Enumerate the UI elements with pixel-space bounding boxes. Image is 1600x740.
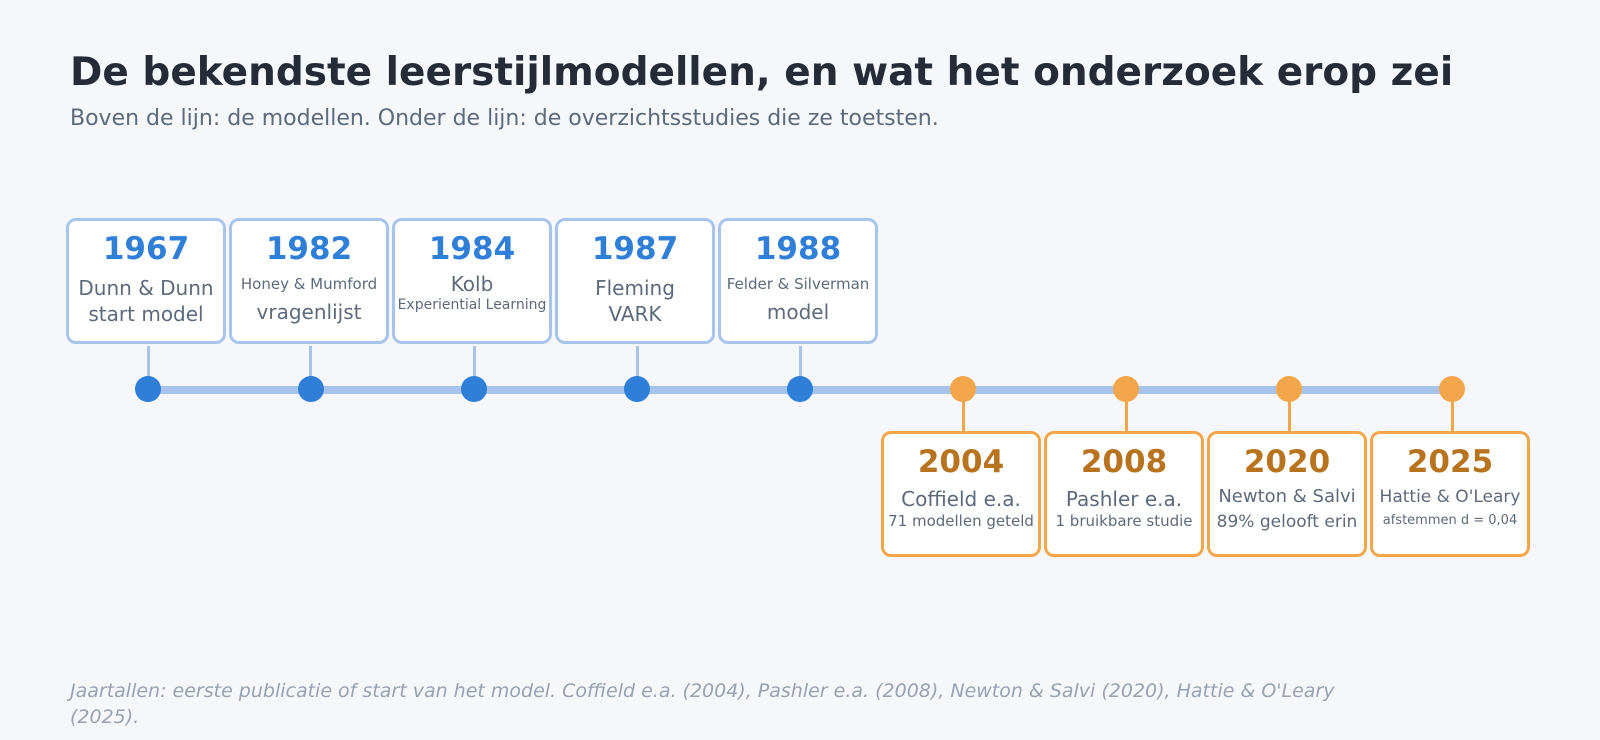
study-finding: afstemmen d = 0,04	[1382, 513, 1518, 528]
study-card-2008: 2008 Pashler e.a. 1 bruikbare studie	[1044, 431, 1204, 557]
model-card-1987: 1987 Fleming VARK	[555, 218, 715, 344]
study-year: 2008	[1080, 444, 1168, 480]
model-card-1988: 1988 Felder & Silverman model	[718, 218, 878, 344]
study-connector	[962, 390, 965, 432]
model-year: 1984	[428, 231, 516, 267]
study-year: 2025	[1406, 444, 1494, 480]
study-year: 2004	[917, 444, 1005, 480]
model-detail: VARK	[608, 302, 662, 326]
model-marker-dot	[624, 376, 650, 402]
study-marker-dot	[1276, 376, 1302, 402]
model-card-1967: 1967 Dunn & Dunn start model	[66, 218, 226, 344]
study-marker-dot	[1439, 376, 1465, 402]
model-marker-dot	[787, 376, 813, 402]
page-subtitle: Boven de lijn: de modellen. Onder de lij…	[70, 106, 939, 131]
study-card-2025: 2025 Hattie & O'Leary afstemmen d = 0,04	[1370, 431, 1530, 557]
study-marker-dot	[950, 376, 976, 402]
study-marker-dot	[1113, 376, 1139, 402]
model-author: Felder & Silverman	[726, 275, 870, 293]
model-marker-dot	[461, 376, 487, 402]
model-connector	[473, 346, 476, 386]
model-detail: vragenlijst	[256, 300, 362, 324]
model-author: Honey & Mumford	[240, 275, 378, 293]
model-connector	[147, 346, 150, 386]
model-year: 1967	[102, 231, 190, 267]
model-connector	[309, 346, 312, 386]
study-card-2004: 2004 Coffield e.a. 71 modellen geteld	[881, 431, 1041, 557]
model-author: Kolb	[450, 272, 494, 296]
page-title: De bekendste leerstijlmodellen, en wat h…	[70, 50, 1454, 95]
study-finding: 71 modellen geteld	[888, 512, 1034, 530]
model-marker-dot	[135, 376, 161, 402]
model-author: Dunn & Dunn	[78, 276, 214, 300]
model-year: 1987	[591, 231, 679, 267]
study-author: Pashler e.a.	[1065, 487, 1183, 511]
study-connector	[1451, 390, 1454, 432]
study-finding: 1 bruikbare studie	[1055, 512, 1193, 530]
model-detail: model	[766, 300, 830, 324]
study-finding: 89% gelooft erin	[1216, 512, 1358, 532]
model-year: 1988	[754, 231, 842, 267]
study-connector	[1125, 390, 1128, 432]
study-author: Hattie & O'Leary	[1379, 487, 1521, 507]
study-author: Coffield e.a.	[901, 487, 1021, 511]
footnote: Jaartallen: eerste publicatie of start v…	[70, 680, 1335, 728]
model-marker-dot	[298, 376, 324, 402]
study-connector	[1288, 390, 1291, 432]
model-card-1984: 1984 Kolb Experiential Learning	[392, 218, 552, 344]
study-author: Newton & Salvi	[1218, 486, 1356, 507]
model-detail: start model	[88, 302, 204, 326]
model-author: Fleming	[595, 276, 675, 300]
model-year: 1982	[265, 231, 353, 267]
model-connector	[799, 346, 802, 386]
study-year: 2020	[1243, 444, 1331, 480]
model-card-1982: 1982 Honey & Mumford vragenlijst	[229, 218, 389, 344]
model-detail: Experiential Learning	[397, 297, 547, 313]
study-card-2020: 2020 Newton & Salvi 89% gelooft erin	[1207, 431, 1367, 557]
model-connector	[636, 346, 639, 386]
